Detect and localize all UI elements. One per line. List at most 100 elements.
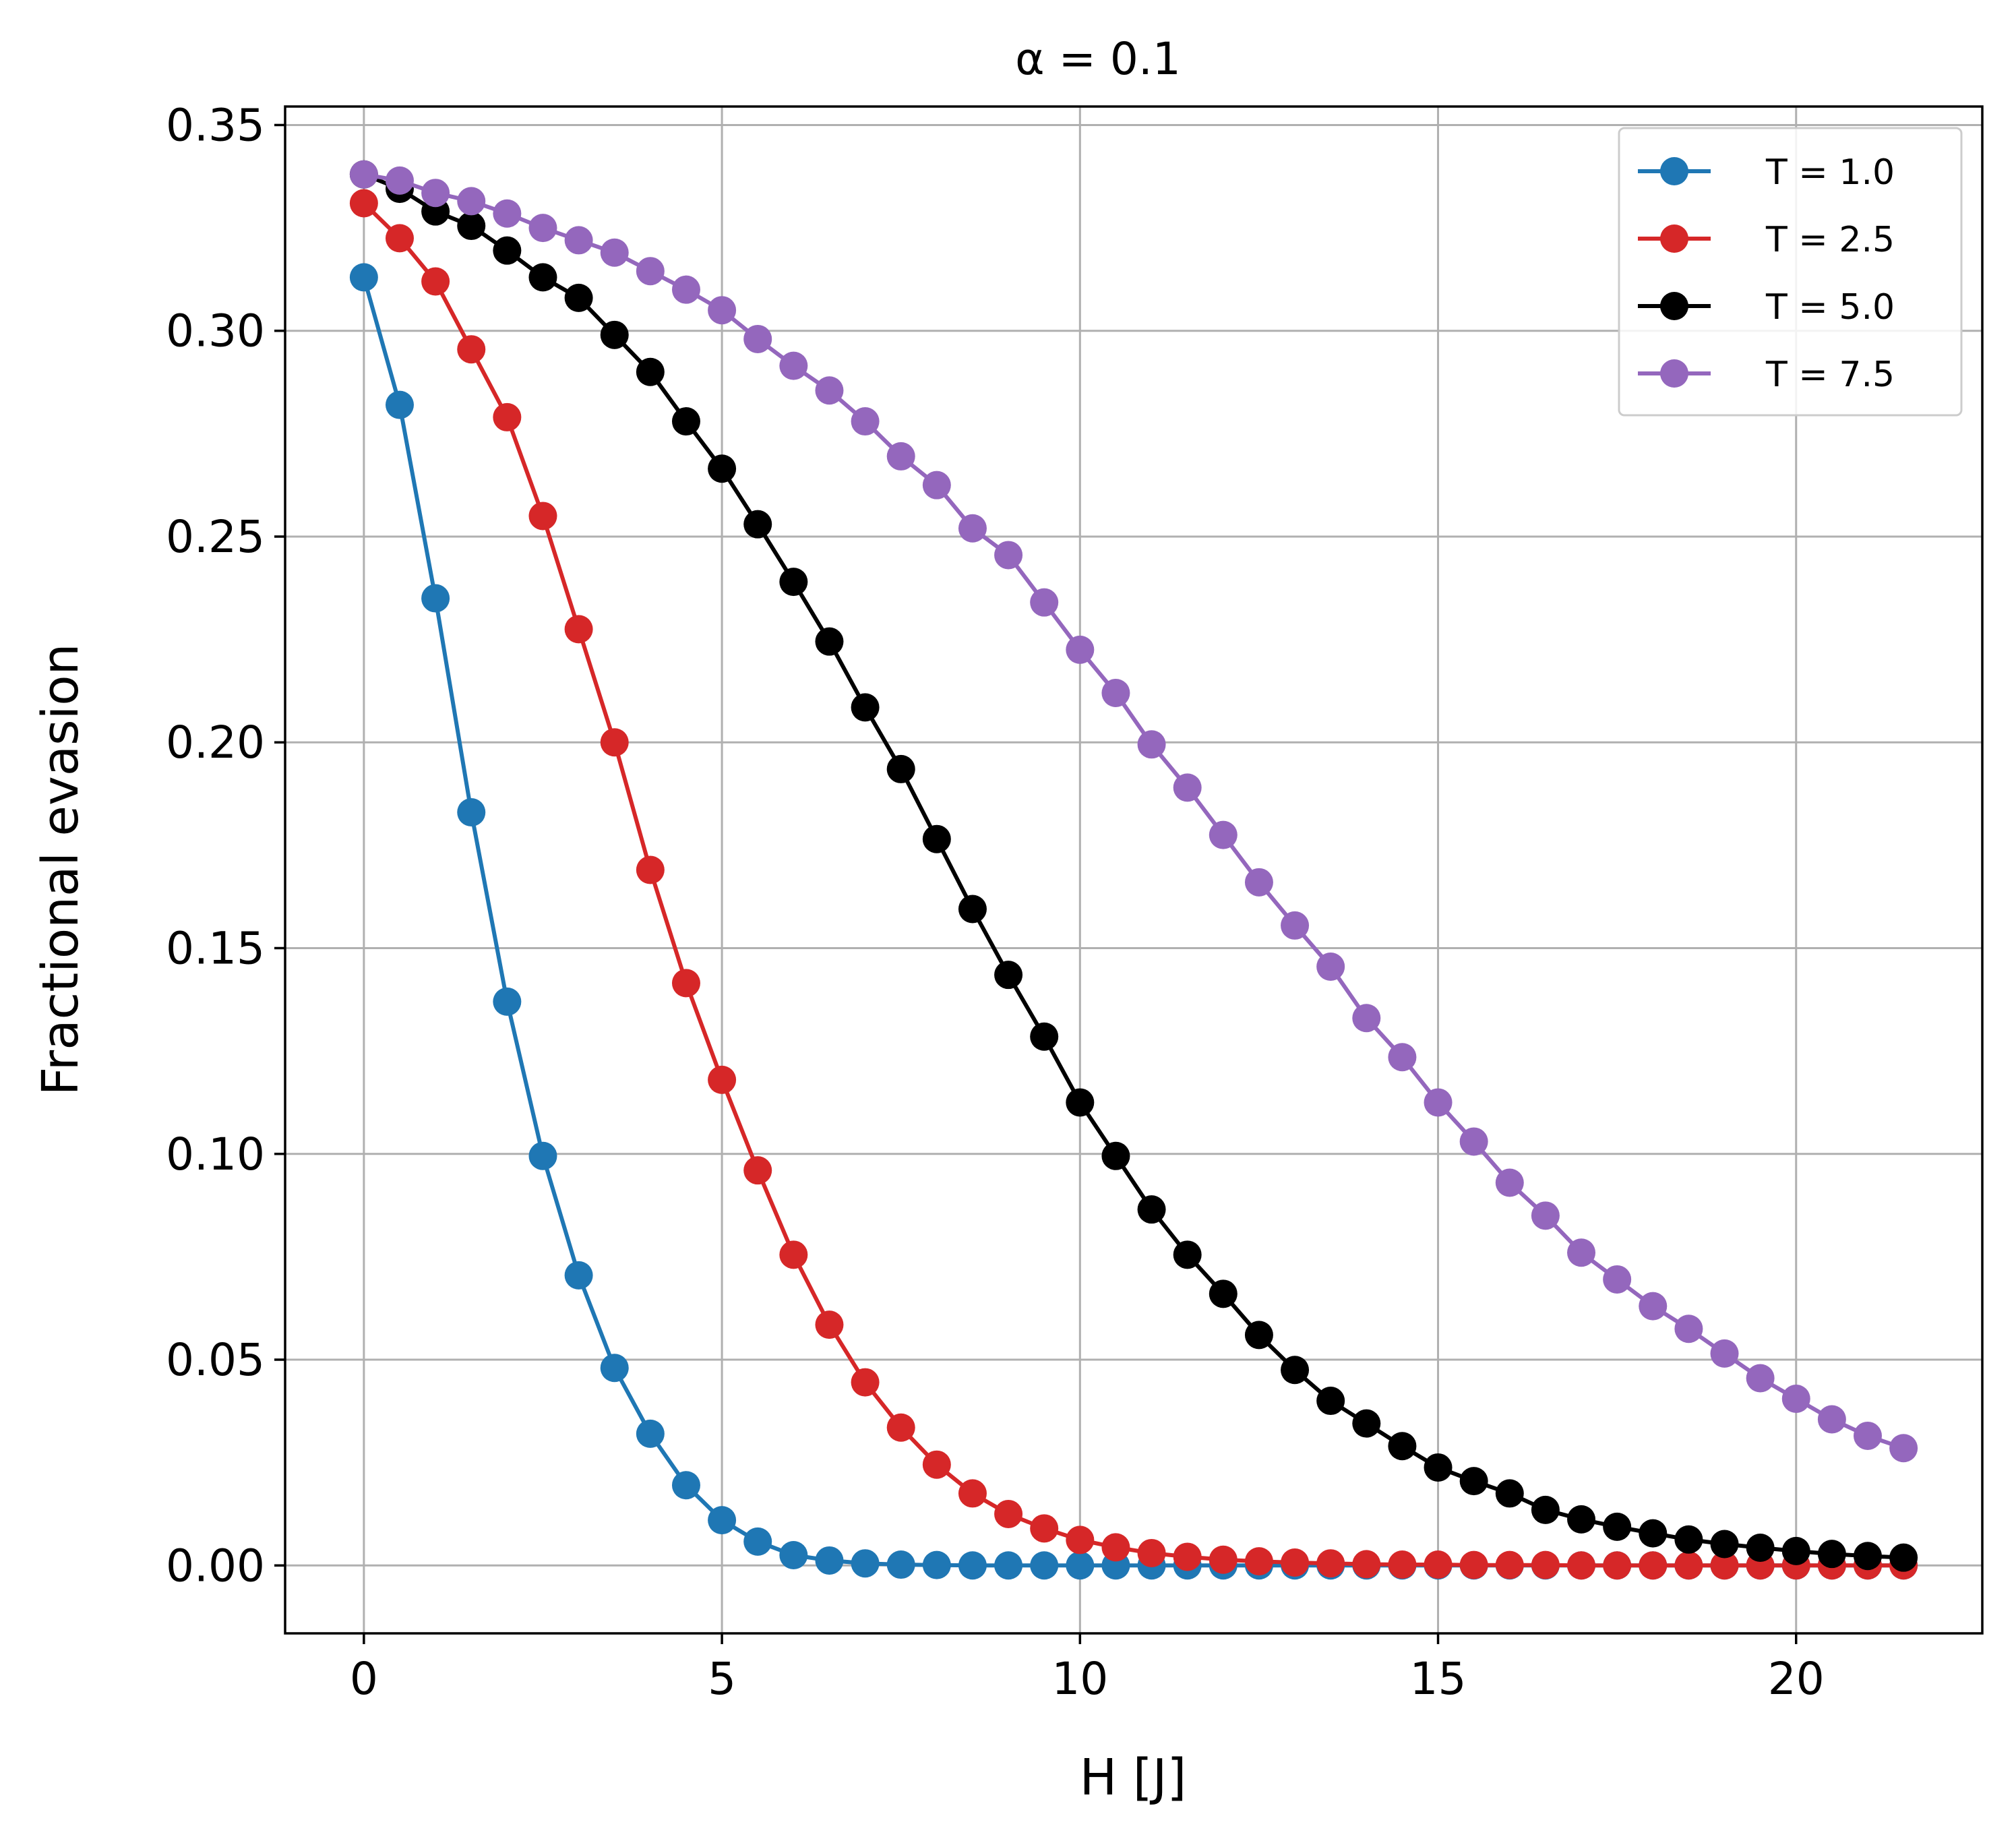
data-point: [886, 1550, 915, 1579]
data-point: [1388, 1550, 1417, 1579]
data-point: [1209, 820, 1238, 849]
data-point: [1639, 1292, 1668, 1321]
legend-item: T = 5.0: [1638, 287, 1895, 328]
legend-label: T = 1.0: [1765, 152, 1895, 193]
data-point: [994, 1499, 1023, 1528]
data-point: [958, 514, 987, 543]
chart-title: α = 0.1: [1015, 33, 1181, 85]
data-point: [1531, 1495, 1560, 1524]
data-point: [671, 407, 700, 436]
data-point: [851, 407, 880, 436]
data-point: [1101, 678, 1130, 707]
series-2: [349, 189, 1918, 1580]
data-point: [1889, 1543, 1918, 1572]
data-point: [922, 824, 951, 853]
data-point: [958, 1479, 987, 1508]
data-point: [1603, 1512, 1632, 1541]
data-point: [349, 160, 378, 189]
data-point: [1710, 1551, 1739, 1580]
legend-marker: [1660, 157, 1688, 185]
data-point: [708, 1506, 737, 1535]
data-point: [1495, 1479, 1524, 1508]
data-point: [1030, 1514, 1059, 1543]
data-point: [1674, 1315, 1703, 1343]
series-1: [349, 263, 1918, 1580]
legend-marker: [1660, 224, 1688, 253]
data-point: [886, 442, 915, 471]
data-point: [1244, 1547, 1273, 1576]
data-point: [1030, 1022, 1059, 1051]
y-tick-label: 0.15: [166, 922, 265, 974]
data-point: [1137, 1195, 1166, 1224]
data-point: [1603, 1551, 1632, 1580]
data-point: [1030, 588, 1059, 617]
data-point: [1567, 1238, 1596, 1267]
data-point: [1209, 1279, 1238, 1308]
y-tick-label: 0.10: [166, 1128, 265, 1180]
data-point: [1066, 635, 1095, 664]
data-point: [1639, 1519, 1668, 1548]
data-point: [1281, 911, 1310, 940]
data-point: [958, 1551, 987, 1580]
data-point: [1674, 1525, 1703, 1554]
data-point: [636, 1419, 665, 1448]
data-point: [1424, 1453, 1453, 1482]
data-point: [1316, 1387, 1345, 1416]
data-point: [1817, 1540, 1846, 1569]
data-point: [1281, 1548, 1310, 1577]
data-point: [958, 895, 987, 924]
data-point: [1781, 1536, 1810, 1565]
x-tick-label: 0: [350, 1653, 378, 1705]
data-point: [1567, 1551, 1596, 1580]
legend-frame: [1618, 127, 1963, 417]
y-tick-label: 0.25: [166, 511, 265, 563]
data-point: [1030, 1551, 1059, 1580]
data-point: [994, 1551, 1023, 1580]
x-tick-label: 10: [1051, 1653, 1108, 1705]
data-point: [457, 187, 486, 216]
data-point: [779, 351, 808, 380]
y-tick-label: 0.00: [166, 1540, 265, 1592]
data-point: [1495, 1168, 1524, 1197]
data-point: [1101, 1533, 1130, 1562]
data-point: [528, 263, 557, 292]
data-point: [851, 1368, 880, 1397]
data-point: [1459, 1127, 1488, 1156]
data-point: [1603, 1265, 1632, 1294]
legend: T = 1.0 T = 2.5 T = 5.0 T = 7.5: [1618, 127, 1963, 417]
data-point: [815, 1546, 844, 1575]
data-point: [1710, 1530, 1739, 1559]
series-3: [349, 160, 1918, 1572]
data-point: [349, 189, 378, 218]
data-point: [1388, 1043, 1417, 1072]
data-point: [349, 263, 378, 292]
data-point: [1352, 1004, 1381, 1033]
data-point: [1352, 1409, 1381, 1438]
data-point: [528, 1141, 557, 1170]
data-point: [1209, 1545, 1238, 1574]
data-point: [671, 1471, 700, 1500]
data-point: [886, 1413, 915, 1442]
data-point: [1746, 1364, 1775, 1393]
x-axis-title: H [J]: [1080, 1749, 1187, 1807]
data-point: [564, 615, 593, 644]
data-point: [779, 1240, 808, 1269]
data-point: [1424, 1550, 1453, 1579]
data-point: [1388, 1432, 1417, 1461]
series-layer: [349, 160, 1918, 1580]
data-point: [1244, 1321, 1273, 1350]
plot-frame: [284, 105, 1984, 1635]
data-point: [385, 224, 414, 253]
data-point: [564, 283, 593, 312]
data-point: [779, 568, 808, 597]
data-point: [851, 1549, 880, 1578]
data-point: [708, 454, 737, 483]
data-point: [457, 335, 486, 364]
data-point: [1710, 1339, 1739, 1368]
data-point: [743, 510, 772, 539]
legend-item: T = 7.5: [1638, 355, 1895, 395]
y-tick-label: 0.35: [166, 99, 265, 151]
data-point: [1854, 1421, 1883, 1450]
legend-label: T = 2.5: [1765, 220, 1895, 260]
